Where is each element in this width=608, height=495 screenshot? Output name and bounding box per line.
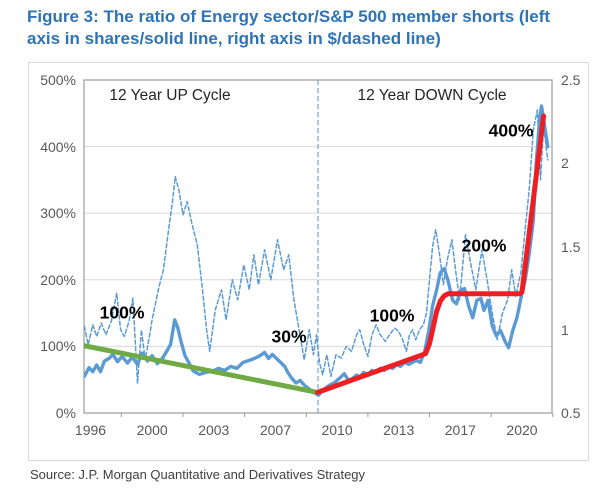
x-axis-label: 2020 <box>506 422 538 438</box>
right-axis-label: 2 <box>561 155 569 172</box>
series-solid <box>84 104 550 397</box>
annotation-level-100-right: 100% <box>369 305 415 326</box>
x-axis-label: 2007 <box>259 422 291 438</box>
x-axis-label: 2017 <box>444 422 476 438</box>
annotation-down-cycle: 12 Year DOWN Cycle <box>357 87 507 104</box>
left-axis-label: 300% <box>40 205 76 222</box>
figure-title: Figure 3: The ratio of Energy sector/S&P… <box>27 6 602 50</box>
annotation-level-100-left: 100% <box>99 302 145 323</box>
figure-title-line-1: Figure 3: The ratio of Energy sector/S&P… <box>27 7 551 26</box>
x-axis-label: 2010 <box>321 422 353 438</box>
x-axis-label: 2003 <box>198 422 230 438</box>
x-axis-label: 2000 <box>136 422 168 438</box>
chart-frame <box>28 62 589 461</box>
series-trend-green <box>84 343 321 395</box>
source-note: Source: J.P. Morgan Quantitative and Der… <box>30 467 366 482</box>
annotation-level-30: 30% <box>271 326 307 347</box>
series-trend-red <box>315 113 547 395</box>
left-axis-label: 200% <box>40 271 76 288</box>
right-axis-label: 2.5 <box>561 72 581 88</box>
x-axis-label: 2013 <box>383 422 415 438</box>
left-axis-label: 100% <box>40 338 76 355</box>
right-axis-label: 0.5 <box>561 405 581 421</box>
right-axis-label: 1.5 <box>561 238 581 255</box>
right-axis-label: 1 <box>561 321 569 338</box>
left-axis-label: 400% <box>40 138 76 155</box>
figure-title-line-2: axis in shares/solid line, right axis in… <box>27 28 441 48</box>
left-axis-label: 0% <box>55 405 76 421</box>
annotation-level-400: 400% <box>488 120 534 141</box>
annotation-level-200: 200% <box>461 235 507 256</box>
x-axis-label: 1996 <box>74 422 107 438</box>
series-dashed <box>84 109 549 384</box>
annotation-up-cycle: 12 Year UP Cycle <box>109 87 231 104</box>
left-axis-label: 500% <box>40 72 76 88</box>
